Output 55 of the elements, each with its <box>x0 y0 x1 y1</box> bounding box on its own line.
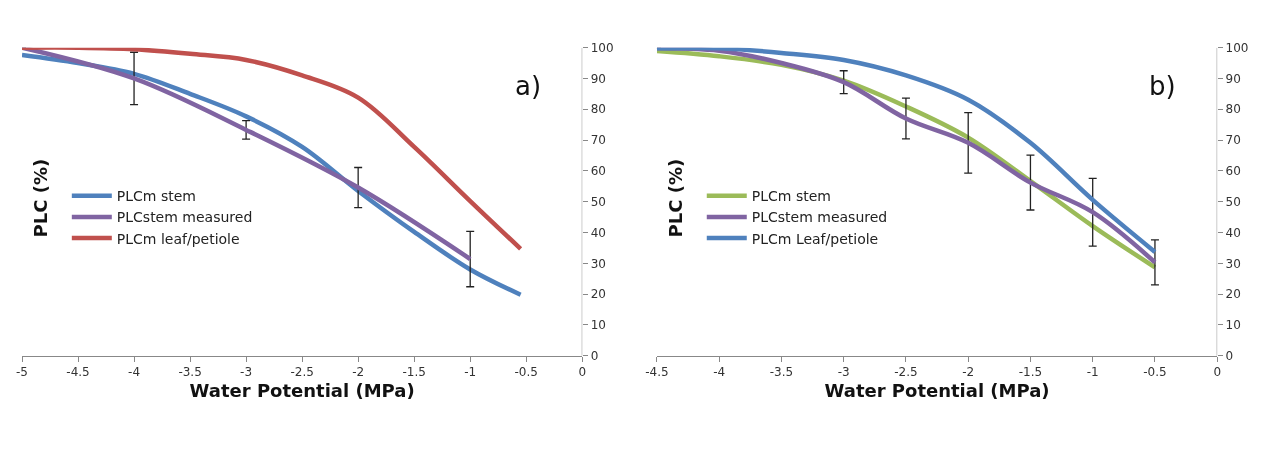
y-tick-label: 90 <box>590 71 606 86</box>
y-tick-label: 50 <box>590 194 606 209</box>
x-tick-label: -1 <box>464 365 477 380</box>
y-tick-label: 10 <box>590 318 606 333</box>
x-axis-title: Water Potential (MPa) <box>824 380 1050 402</box>
x-tick-label: -2 <box>962 365 975 380</box>
x-tick-label: -1.5 <box>402 365 426 380</box>
legend-label: PLCstem measured <box>751 209 888 226</box>
y-tick-label: 20 <box>1225 287 1241 302</box>
x-tick-label: -2 <box>352 365 365 380</box>
y-tick-label: 30 <box>590 256 606 271</box>
text: a) <box>515 71 542 101</box>
x-tick-label: -1.5 <box>1018 365 1043 380</box>
y-tick-label: 60 <box>590 164 606 179</box>
y-tick-label: 60 <box>1225 164 1241 179</box>
x-tick-label: -4.5 <box>645 365 669 380</box>
x-tick-label: -3 <box>240 365 253 380</box>
y-tick-label: 70 <box>1225 133 1241 148</box>
y-axis-title: PLC (%) <box>664 158 686 238</box>
y-tick-label: 20 <box>590 287 606 302</box>
y-tick-label: 10 <box>1225 318 1241 333</box>
text: b) <box>1149 71 1176 101</box>
x-tick-label: -3.5 <box>769 365 794 380</box>
x-tick-label: -5 <box>16 365 28 380</box>
x-tick-label: 0 <box>578 365 587 380</box>
y-tick-label: 0 <box>590 348 599 363</box>
y-tick-label: 80 <box>1225 102 1241 117</box>
y-tick-label: 0 <box>1225 348 1234 363</box>
y-tick-label: 100 <box>590 40 614 55</box>
y-axis-title: PLC (%) <box>29 158 51 238</box>
y-tick-label: 80 <box>590 102 606 117</box>
y-tick-label: 40 <box>1225 225 1241 240</box>
legend-label: PLCm stem <box>116 188 196 205</box>
x-tick-label: -2.5 <box>894 365 918 380</box>
y-tick-label: 50 <box>1225 194 1241 209</box>
x-tick-label: -0.5 <box>514 365 538 380</box>
x-tick-label: -4 <box>128 365 141 380</box>
legend-label: PLCm Leaf/petiole <box>751 230 879 247</box>
x-tick-label: -0.5 <box>1143 365 1167 380</box>
x-tick-label: -2.5 <box>290 365 314 380</box>
y-tick-label: 90 <box>1225 71 1241 86</box>
x-tick-label: -3.5 <box>178 365 202 380</box>
y-tick-label: 30 <box>1225 256 1241 271</box>
x-tick-label: 0 <box>1213 365 1222 380</box>
x-tick-label: -1 <box>1086 365 1099 380</box>
y-tick-label: 70 <box>590 133 606 148</box>
legend-label: PLCm leaf/petiole <box>116 230 240 247</box>
y-tick-label: 100 <box>1225 40 1249 55</box>
legend-label: PLCm stem <box>751 188 831 205</box>
x-tick-label: -4 <box>713 365 726 380</box>
x-axis-title: Water Potential (MPa) <box>189 380 415 402</box>
legend-label: PLCstem measured <box>116 209 253 226</box>
y-tick-label: 40 <box>590 225 606 240</box>
x-tick-label: -3 <box>837 365 850 380</box>
x-tick-label: -4.5 <box>66 365 90 380</box>
